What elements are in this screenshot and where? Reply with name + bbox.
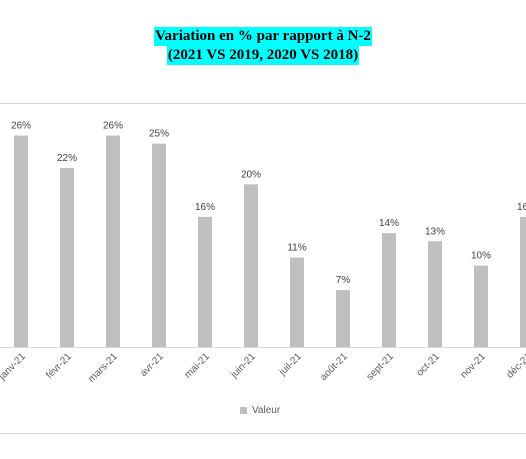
x-tick-label-mars-21: mars-21 [86, 351, 120, 385]
bar-déc-21 [520, 216, 526, 347]
data-label-juin-21: 20% [241, 169, 261, 180]
legend: Valeur [240, 405, 280, 416]
data-label-août-21: 7% [336, 275, 351, 286]
legend-label: Valeur [252, 405, 281, 416]
x-tick-label-déc-21: déc-21 [505, 351, 526, 381]
chart-bottom-border [0, 433, 526, 434]
x-tick-label-avr-21: avr-21 [138, 351, 166, 379]
plot-top-border [0, 103, 526, 104]
data-label-janv-21: 26% [11, 121, 31, 132]
x-tick-label-août-21: août-21 [318, 351, 350, 383]
x-tick-label-oct-21: oct-21 [415, 351, 443, 379]
bar-juin-21 [244, 184, 258, 347]
chart-title-line-2: (2021 VS 2019, 2020 VS 2018) [166, 46, 360, 65]
data-label-avr-21: 25% [149, 129, 169, 140]
data-label-févr-21: 22% [57, 153, 77, 164]
data-label-juil-21: 11% [287, 243, 306, 254]
bar-juil-21 [290, 257, 304, 347]
x-tick-label-mai-21: mai-21 [183, 351, 213, 381]
data-label-mars-21: 26% [103, 121, 123, 132]
data-label-nov-21: 10% [471, 251, 491, 262]
data-label-déc-21: 16% [517, 202, 526, 213]
legend-swatch [240, 407, 247, 414]
x-tick-label-juil-21: juil-21 [277, 351, 305, 379]
x-tick-label-nov-21: nov-21 [459, 351, 489, 381]
data-label-mai-21: 16% [195, 202, 215, 213]
bar-janv-21 [14, 135, 28, 347]
data-label-oct-21: 13% [425, 226, 445, 237]
chart-title: Variation en % par rapport à N-2 (2021 V… [0, 27, 526, 65]
x-tick-label-janv-21: janv-21 [0, 351, 28, 383]
x-tick-label-juin-21: juin-21 [228, 351, 258, 381]
bar-févr-21 [60, 168, 74, 347]
bar-mai-21 [198, 216, 212, 347]
bar-sept-21 [382, 233, 396, 347]
bar-nov-21 [474, 265, 488, 347]
x-tick-label-sept-21: sept-21 [365, 351, 397, 383]
bar-mars-21 [106, 135, 120, 347]
data-label-sept-21: 14% [379, 218, 399, 229]
chart-title-line-1: Variation en % par rapport à N-2 [154, 27, 372, 46]
bar-avr-21 [152, 143, 166, 347]
bar-août-21 [336, 290, 350, 347]
bar-oct-21 [428, 241, 442, 347]
x-tick-label-févr-21: févr-21 [44, 351, 74, 381]
